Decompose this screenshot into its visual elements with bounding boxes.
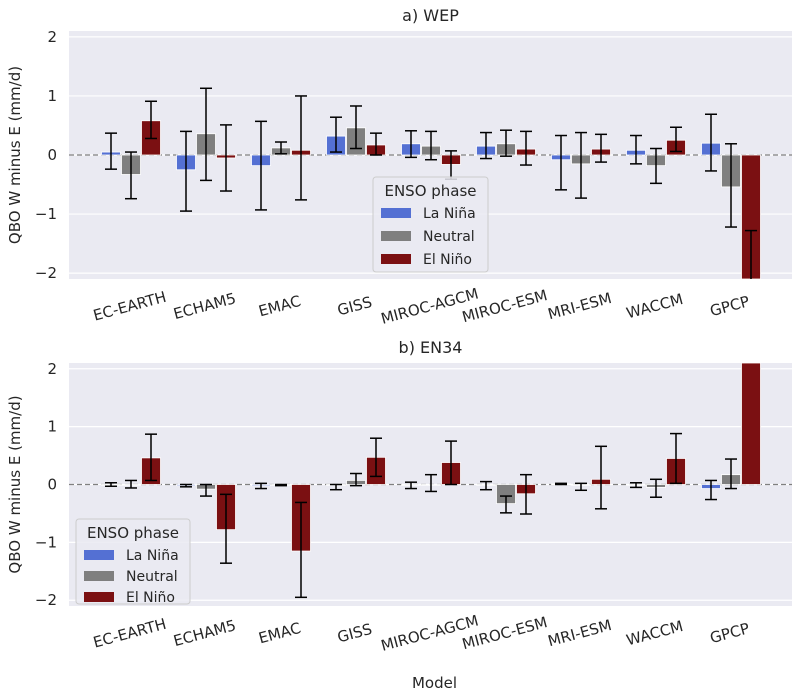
error-bars xyxy=(105,87,757,279)
y-tick-label: 0 xyxy=(47,476,57,494)
legend-swatch-la-nina xyxy=(381,208,411,218)
legend-swatch-la-nina xyxy=(84,550,114,560)
y-tick-label: 0 xyxy=(47,146,57,164)
x-tick-label: EMAC xyxy=(257,619,303,647)
legend-swatch-el-nino xyxy=(84,592,114,602)
y-tick-label: 1 xyxy=(47,418,57,436)
y-tick-label: −2 xyxy=(35,591,57,609)
legend-label-la-nina: La Niña xyxy=(126,548,179,564)
panel-title: a) WEP xyxy=(402,6,459,25)
x-tick-label: EMAC xyxy=(257,292,303,320)
y-tick-labels: −2 −1 0 1 2 xyxy=(35,28,57,282)
legend-box xyxy=(372,176,489,273)
x-tick-label: WACCM xyxy=(624,617,685,649)
legend-swatch-neutral xyxy=(381,231,411,241)
y-tick-label: 2 xyxy=(47,360,57,378)
y-tick-label: −2 xyxy=(35,264,57,282)
x-tick-label: MRI-ESM xyxy=(546,616,614,650)
bar xyxy=(741,362,761,485)
x-tick-label: ECHAM5 xyxy=(171,616,237,650)
legend-label-la-nina: La Niña xyxy=(423,206,476,222)
legend-label-el-nino: El Niño xyxy=(423,252,472,268)
x-tick-label: GPCP xyxy=(708,292,751,320)
x-tick-label: EC-EARTH xyxy=(91,288,168,325)
x-tick-labels: EC-EARTH ECHAM5 EMAC GISS MIROC-AGCMMIROC-ES… xyxy=(91,285,751,328)
legend: ENSO phase La Niña Neutral El Niño xyxy=(372,176,489,273)
error-bars xyxy=(105,432,737,599)
x-tick-label: GISS xyxy=(335,620,374,646)
legend-swatch-el-nino xyxy=(381,254,411,264)
legend-box xyxy=(75,518,191,605)
legend-label-neutral: Neutral xyxy=(423,229,475,245)
legend-label-el-nino: El Niño xyxy=(126,590,175,606)
y-tick-labels: −2 −1 0 1 2 xyxy=(35,360,57,609)
legend-swatch-neutral xyxy=(84,571,114,581)
x-tick-label: ECHAM5 xyxy=(171,289,237,323)
x-tick-label: GPCP xyxy=(708,619,751,647)
y-tick-label: 1 xyxy=(47,87,57,105)
y-tick-label: −1 xyxy=(35,533,57,551)
x-tick-labels: EC-EARTH ECHAM5 EMAC GISS MIROC-AGCMMIROC-ES… xyxy=(91,612,751,655)
legend-title: ENSO phase xyxy=(87,524,179,542)
x-tick-label: EC-EARTH xyxy=(91,615,168,652)
legend: ENSO phase La Niña Neutral El Niño xyxy=(75,518,191,606)
x-tick-label: WACCM xyxy=(624,290,685,322)
y-tick-label: 2 xyxy=(47,28,57,46)
legend-label-neutral: Neutral xyxy=(126,569,178,585)
x-tick-label: MRI-ESM xyxy=(546,289,614,323)
y-tick-label: −1 xyxy=(35,205,57,223)
x-axis-label: Model xyxy=(412,674,457,692)
x-tick-label: GISS xyxy=(335,293,374,319)
y-axis-label: QBO W minus E (mm/d) xyxy=(6,66,24,244)
panel-title: b) EN34 xyxy=(399,338,463,357)
legend-title: ENSO phase xyxy=(384,182,476,200)
y-axis-label: QBO W minus E (mm/d) xyxy=(6,395,24,573)
